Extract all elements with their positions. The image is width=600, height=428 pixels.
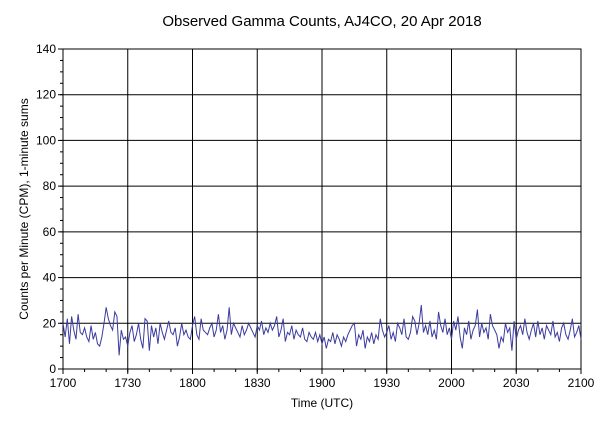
y-tick-label: 60: [43, 225, 57, 239]
x-tick-label: 1700: [50, 376, 77, 390]
y-axis-label: Counts per Minute (CPM), 1-minute sums: [17, 98, 31, 319]
x-tick-label: 1930: [373, 376, 400, 390]
chart-title: Observed Gamma Counts, AJ4CO, 20 Apr 201…: [162, 13, 481, 30]
y-tick-label: 100: [36, 133, 56, 147]
x-tick-label: 2030: [503, 376, 530, 390]
x-tick-label: 1900: [309, 376, 336, 390]
x-tick-label: 1830: [244, 376, 271, 390]
x-tick-label: 1730: [114, 376, 141, 390]
x-tick-label: 2100: [568, 376, 595, 390]
x-tick-label: 1800: [179, 376, 206, 390]
series-line: [62, 304, 582, 356]
x-axis-label: Time (UTC): [291, 396, 353, 410]
x-tick-label: 2000: [438, 376, 465, 390]
axis-ticks: [58, 48, 582, 374]
y-tick-label: 40: [43, 271, 57, 285]
y-tick-label: 0: [49, 362, 56, 376]
x-tick-labels: 1700 1730 1800 1830 1900 1930 2000 2030 2100: [50, 376, 595, 390]
y-tick-label: 80: [43, 179, 57, 193]
y-tick-label: 140: [36, 42, 56, 56]
y-tick-labels: 0 20 40 60 80 100 120 140: [36, 42, 56, 376]
y-tick-label: 120: [36, 88, 56, 102]
y-tick-label: 20: [43, 316, 57, 330]
